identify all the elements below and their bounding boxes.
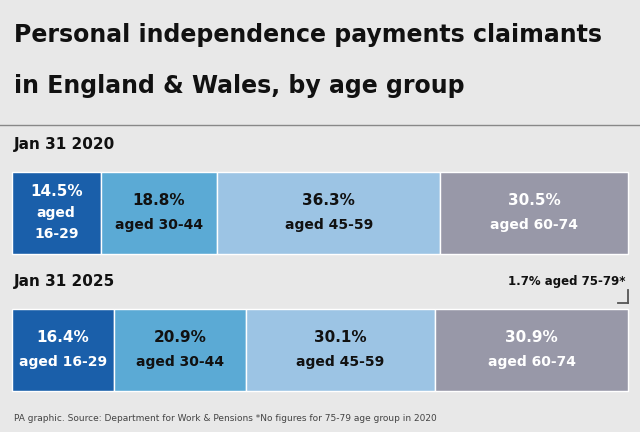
Text: aged 60-74: aged 60-74: [488, 355, 575, 369]
Text: 18.8%: 18.8%: [132, 193, 185, 208]
Text: aged: aged: [37, 206, 76, 220]
Text: aged 30-44: aged 30-44: [136, 355, 224, 369]
Text: aged 60-74: aged 60-74: [490, 218, 579, 232]
Text: 36.3%: 36.3%: [302, 193, 355, 208]
Bar: [246, 308, 435, 391]
Text: aged 16-29: aged 16-29: [19, 355, 107, 369]
Text: aged 30-44: aged 30-44: [115, 218, 203, 232]
Text: Personal independence payments claimants: Personal independence payments claimants: [14, 23, 602, 47]
Text: 1.7% aged 75-79*: 1.7% aged 75-79*: [508, 275, 626, 288]
Bar: [12, 308, 115, 391]
Bar: [12, 172, 101, 254]
Text: aged 45-59: aged 45-59: [285, 218, 372, 232]
Text: 30.1%: 30.1%: [314, 330, 366, 345]
Text: PA graphic. Source: Department for Work & Pensions *No figures for 75-79 age gro: PA graphic. Source: Department for Work …: [14, 414, 437, 423]
Bar: [115, 308, 246, 391]
Text: 30.9%: 30.9%: [505, 330, 558, 345]
Text: in England & Wales, by age group: in England & Wales, by age group: [14, 74, 465, 98]
Text: 20.9%: 20.9%: [154, 330, 207, 345]
Text: Jan 31 2020: Jan 31 2020: [14, 137, 115, 152]
Text: 16.4%: 16.4%: [36, 330, 90, 345]
Bar: [101, 172, 217, 254]
Text: Jan 31 2025: Jan 31 2025: [14, 274, 115, 289]
Text: 30.5%: 30.5%: [508, 193, 561, 208]
Bar: [217, 172, 440, 254]
Text: aged 45-59: aged 45-59: [296, 355, 384, 369]
Bar: [435, 308, 628, 391]
Bar: [440, 172, 628, 254]
Text: 14.5%: 14.5%: [30, 184, 83, 199]
Text: 16-29: 16-29: [34, 227, 79, 241]
